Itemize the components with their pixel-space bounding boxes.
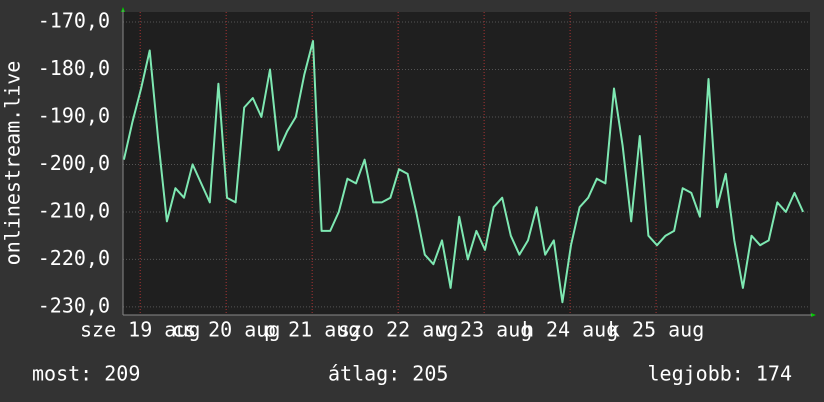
x-tick-label: cs 20 aug <box>172 318 280 342</box>
footer-current: most: 209 <box>32 362 140 386</box>
axis-arrow <box>121 7 125 12</box>
y-axis-title: onlinestream.live <box>1 61 25 266</box>
y-tick-label: -210,0 <box>38 198 110 222</box>
y-tick-label: -230,0 <box>38 293 110 317</box>
y-tick-label: -180,0 <box>38 56 110 80</box>
y-tick-label: -220,0 <box>38 246 110 270</box>
x-tick-label: v 23 aug <box>436 318 532 342</box>
x-tick-label: szo 22 aug <box>338 318 458 342</box>
y-tick-label: -200,0 <box>38 151 110 175</box>
x-tick-label: h 24 aug <box>522 318 618 342</box>
x-tick-label: p 21 aug <box>264 318 360 342</box>
y-tick-label: -190,0 <box>38 103 110 127</box>
data-line <box>122 40 805 304</box>
footer-average: átlag: 205 <box>328 362 448 386</box>
axis-arrow <box>811 313 816 317</box>
x-tick-label: k 25 aug <box>608 318 704 342</box>
x-tick-label: sze 19 aug <box>80 318 200 342</box>
footer-best: legjobb: 174 <box>648 362 793 386</box>
plot-area <box>123 12 810 315</box>
y-tick-label: -170,0 <box>38 8 110 32</box>
